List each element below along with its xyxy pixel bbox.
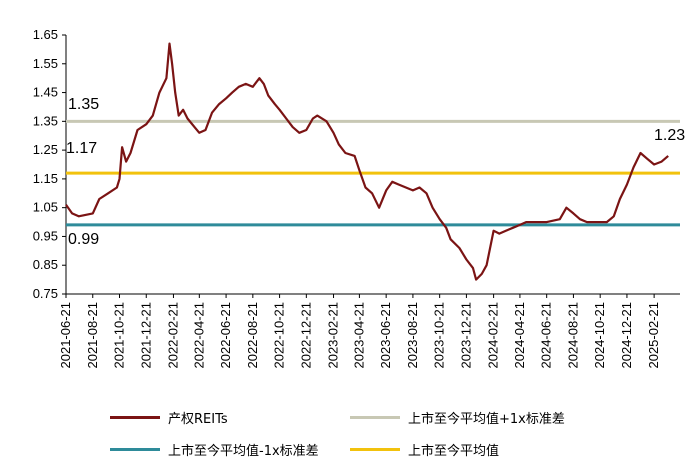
- y-tick-label: 0.75: [33, 286, 58, 301]
- x-tick-label: 2023-06-21: [378, 302, 393, 369]
- x-tick-label: 2024-04-21: [512, 302, 527, 369]
- x-tick-label: 2024-06-21: [539, 302, 554, 369]
- y-tick-label: 1.25: [33, 142, 58, 157]
- reits-price-line: [65, 42, 669, 281]
- x-tick-label: 2024-12-21: [619, 302, 634, 369]
- y-axis: 1.65 1.55 1.45 1.35 1.25 1.15 1.05 0.95 0.85 0.75: [33, 27, 67, 301]
- x-tick-label: 2024-02-21: [486, 302, 501, 369]
- x-tick-label: 2022-02-21: [165, 302, 180, 369]
- x-tick-label: 2024-08-21: [565, 302, 580, 369]
- x-tick-label: 2021-08-21: [85, 302, 100, 369]
- x-tick-label: 2025-02-21: [646, 302, 661, 369]
- y-tick-label: 0.85: [33, 257, 58, 272]
- x-axis: 2021-06-21 2021-08-21 2021-10-21 2021-12-21…: [58, 293, 680, 369]
- annotation-latest-value: 1.23: [654, 127, 685, 144]
- x-tick-label: 2023-12-21: [458, 302, 473, 369]
- annotation-upper-band: 1.35: [68, 96, 99, 113]
- x-tick-label: 2021-12-21: [138, 302, 153, 369]
- y-tick-label: 1.45: [33, 85, 58, 100]
- x-tick-label: 2022-08-21: [245, 302, 260, 369]
- annotation-layer: 1.35 1.17 0.99 1.23: [66, 96, 685, 248]
- series-layer: [65, 42, 680, 281]
- x-tick-label: 2023-10-21: [432, 302, 447, 369]
- x-tick-label: 2023-08-21: [405, 302, 420, 369]
- x-tick-label: 2021-10-21: [112, 302, 127, 369]
- annotation-lower-band: 0.99: [68, 231, 99, 248]
- y-tick-label: 1.05: [33, 200, 58, 215]
- x-tick-label: 2022-06-21: [218, 302, 233, 369]
- y-tick-label: 1.15: [33, 171, 58, 186]
- x-tick-label: 2023-02-21: [326, 302, 341, 369]
- x-tick-label: 2022-12-21: [298, 302, 313, 369]
- x-tick-label: 2022-10-21: [272, 302, 287, 369]
- y-tick-label: 1.55: [33, 56, 58, 71]
- y-tick-label: 0.95: [33, 228, 58, 243]
- x-tick-label: 2023-04-21: [351, 302, 366, 369]
- y-tick-label: 1.65: [33, 27, 58, 42]
- x-tick-label: 2021-06-21: [58, 302, 73, 369]
- x-tick-label: 2022-04-21: [191, 302, 206, 369]
- annotation-mean: 1.17: [66, 140, 97, 157]
- x-tick-label: 2024-10-21: [592, 302, 607, 369]
- y-tick-label: 1.35: [33, 113, 58, 128]
